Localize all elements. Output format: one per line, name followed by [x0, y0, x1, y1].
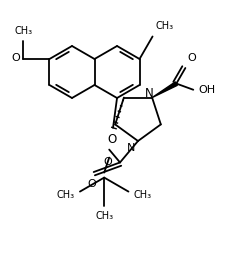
Text: CH₃: CH₃ — [14, 26, 33, 36]
Text: O: O — [187, 53, 196, 63]
Text: N: N — [144, 87, 153, 100]
Text: CH₃: CH₃ — [95, 211, 113, 221]
Text: O: O — [107, 133, 117, 146]
Text: CH₃: CH₃ — [57, 190, 75, 200]
Polygon shape — [152, 82, 177, 98]
Text: O: O — [87, 179, 96, 189]
Text: OH: OH — [198, 85, 215, 95]
Text: CH₃: CH₃ — [156, 22, 174, 31]
Text: O: O — [12, 53, 21, 63]
Text: CH₃: CH₃ — [133, 190, 152, 200]
Text: N: N — [127, 143, 135, 153]
Text: O: O — [104, 157, 113, 167]
